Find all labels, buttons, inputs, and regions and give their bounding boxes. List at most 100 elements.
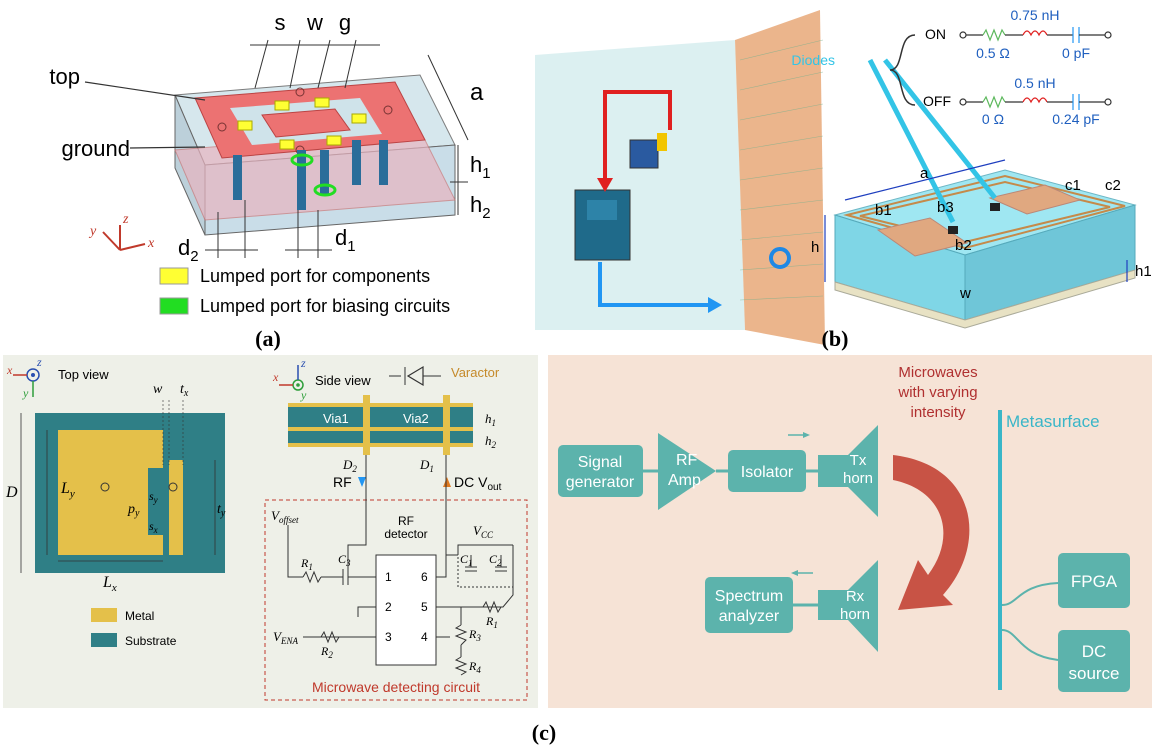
dim-d1: d1 — [335, 225, 356, 255]
dim-b-c2: c2 — [1105, 177, 1121, 194]
r2-label: R2 — [320, 644, 333, 660]
microwaves-label-2: with varying — [897, 384, 977, 401]
dc-source-block — [1058, 630, 1130, 692]
detector-title-2: detector — [384, 527, 427, 541]
legend-swatch-green — [159, 297, 189, 315]
c2-label: C2 — [489, 552, 502, 568]
legend-swatch-yellow — [159, 267, 189, 285]
svg-text:horn: horn — [840, 606, 870, 623]
svg-text:Signal: Signal — [578, 454, 622, 471]
caption-c-wrap: (c) — [0, 710, 1155, 750]
metasurface-setup-diagram: Diodes ON 0.75 nH 0.5 Ω 0 pF OFF 0.5 nH … — [535, 7, 1152, 351]
metasurface-line — [998, 410, 1002, 690]
pin-3: 3 — [385, 630, 392, 644]
svg-text:Isolator: Isolator — [741, 464, 794, 481]
caption-b: (b) — [822, 326, 849, 351]
svg-text:z: z — [300, 356, 306, 370]
legend-yellow-label: Lumped port for components — [200, 266, 430, 286]
pin-1: 1 — [385, 570, 392, 584]
svg-text:x: x — [147, 236, 155, 251]
fpga-block — [1058, 553, 1130, 608]
off-label: OFF — [923, 93, 951, 109]
panel-c-right: Signal generator RF Amp Isolator Tx horn… — [548, 355, 1152, 708]
dc-vout-label: DC Vout — [454, 474, 502, 493]
vcc-label: VCC — [473, 523, 494, 540]
axes-triad-side-view: x z y — [272, 356, 307, 402]
dim-py: py — [127, 502, 140, 519]
svg-text:y: y — [300, 388, 307, 402]
metal-patch-main — [58, 430, 163, 555]
svg-text:z: z — [122, 212, 129, 227]
tx-horn-block — [818, 425, 878, 517]
r4-label: R4 — [468, 659, 481, 675]
dim-D2-c: D2 — [342, 457, 357, 474]
legend-substrate-label: Substrate — [125, 634, 177, 648]
svg-text:source: source — [1068, 664, 1119, 683]
axes-triad-top-view: x y z — [6, 355, 42, 400]
dim-b-b3: b3 — [937, 199, 954, 216]
spectrum-analyzer-block — [705, 577, 793, 633]
isolator-block — [728, 450, 806, 492]
dim-tx: tx — [180, 382, 189, 399]
pin-5: 5 — [421, 600, 428, 614]
svg-text:x: x — [272, 370, 279, 384]
dim-D1-c: D1 — [419, 457, 434, 474]
dim-w: w — [306, 10, 323, 35]
on-resistance: 0.5 Ω — [976, 45, 1010, 61]
svg-text:y: y — [88, 224, 97, 239]
dim-s: s — [275, 10, 286, 35]
panel-a: top ground s w g a h1 h2 d2 d1 z x y Lum… — [0, 0, 540, 355]
panel-b: Diodes ON 0.75 nH 0.5 Ω 0 pF OFF 0.5 nH … — [535, 0, 1155, 355]
off-inductance: 0.5 nH — [1014, 75, 1055, 91]
svg-text:x: x — [6, 363, 13, 377]
via2-label: Via2 — [403, 411, 429, 426]
dim-b-h: h — [811, 239, 819, 256]
svg-text:generator: generator — [566, 474, 635, 491]
dim-b-h1: h1 — [1135, 263, 1152, 280]
dim-b-a: a — [920, 165, 929, 182]
legend-swatch-metal — [91, 608, 117, 622]
microwaves-label-1: Microwaves — [898, 364, 977, 381]
metal-patch-strip — [169, 460, 183, 555]
dim-h2: h2 — [470, 192, 491, 222]
dim-a: a — [470, 79, 484, 106]
unit-cell-schematic: x y z Top view D Ly Lx w tx ty py sy sx … — [5, 355, 528, 701]
via1 — [363, 395, 370, 455]
rf-amp-block — [658, 433, 716, 510]
off-capacitance: 0.24 pF — [1052, 111, 1099, 127]
dim-d2: d2 — [178, 235, 199, 265]
dim-Lx: Lx — [102, 574, 117, 594]
rx-horn-block — [818, 560, 878, 652]
dim-h1-c: h1 — [485, 411, 496, 428]
r1b-label: R1 — [485, 614, 498, 630]
via1-label: Via1 — [323, 411, 349, 426]
v-ena-label: VENA — [273, 629, 298, 646]
zoom-circle — [769, 247, 791, 269]
pin-6: 6 — [421, 570, 428, 584]
side-view-title: Side view — [315, 373, 371, 388]
dim-g: g — [339, 10, 351, 35]
rf-detector — [375, 554, 437, 666]
circuit-title: Microwave detecting circuit — [312, 679, 480, 695]
svg-text:Spectrum: Spectrum — [715, 588, 783, 605]
dim-w-c: w — [153, 382, 163, 397]
dim-b-c1: c1 — [1065, 177, 1081, 194]
v-offset-label: Voffset — [271, 508, 299, 525]
top-view-title: Top view — [58, 367, 109, 382]
side-layer-1 — [288, 407, 473, 427]
dim-sy: sy — [149, 489, 158, 505]
svg-text:analyzer: analyzer — [719, 608, 780, 625]
svg-text:Tx: Tx — [850, 452, 867, 469]
pin-4: 4 — [421, 630, 428, 644]
dim-b-b1: b1 — [875, 202, 892, 219]
caption-a: (a) — [255, 326, 281, 351]
varactor-symbol — [406, 365, 424, 387]
signal-generator-block — [558, 445, 643, 497]
pin-2: 2 — [385, 600, 392, 614]
on-inductance: 0.75 nH — [1010, 7, 1059, 23]
svg-text:Rx: Rx — [846, 588, 865, 605]
side-layer-2 — [288, 431, 473, 443]
varactor-label: Varactor — [451, 365, 500, 380]
on-label: ON — [925, 26, 946, 42]
rf-label: RF — [333, 474, 352, 490]
